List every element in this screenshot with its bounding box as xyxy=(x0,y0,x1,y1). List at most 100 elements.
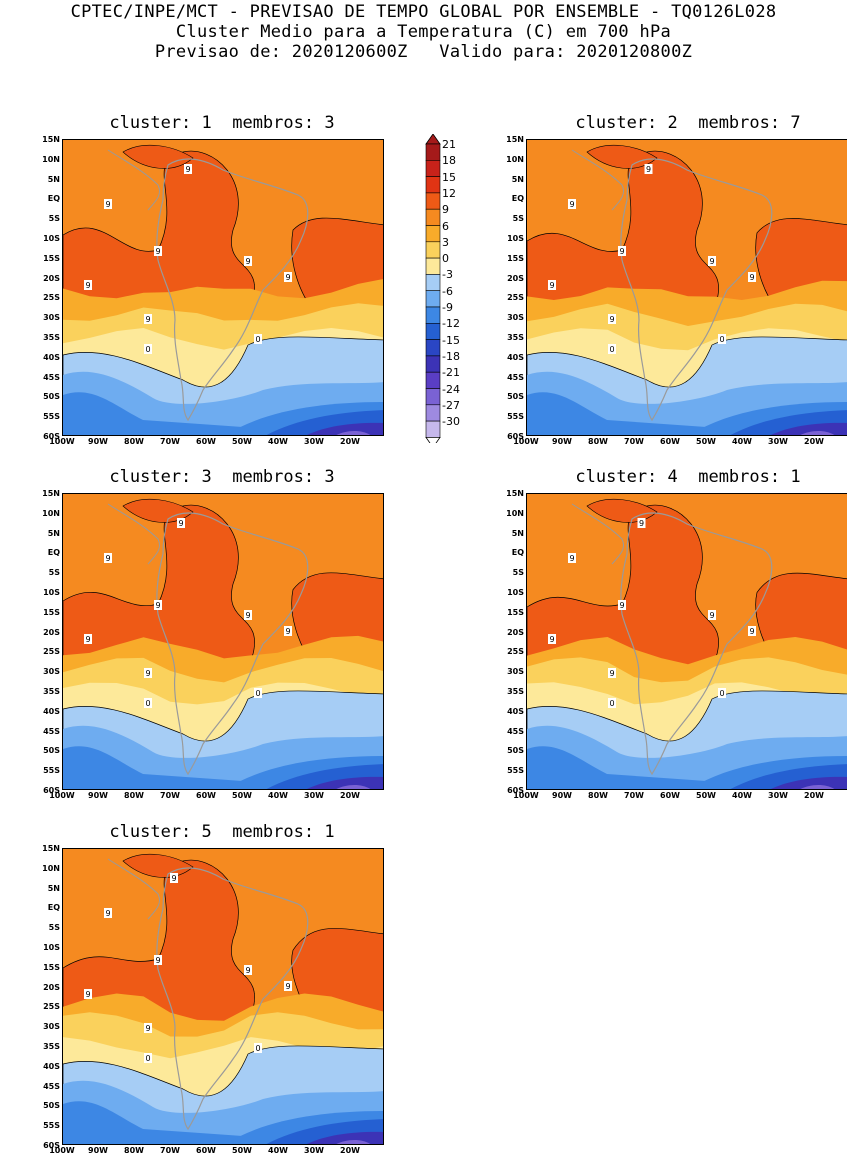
colorbar-label: -18 xyxy=(442,349,460,363)
lat-label: 50S xyxy=(43,392,60,402)
header-line-2: Cluster Medio para a Temperatura (C) em … xyxy=(175,22,672,42)
continent-outline xyxy=(156,158,309,422)
contour-label-0-b: 0 xyxy=(145,345,150,354)
contour-label-9-a-box xyxy=(637,518,646,528)
colorbar-segment xyxy=(425,225,441,243)
lat-label: 15N xyxy=(42,135,60,144)
temperature-field: 9 9 9 9 9 9 9 0 0 xyxy=(63,494,383,789)
colorbar-label: -9 xyxy=(442,301,453,314)
temperature-field: 9 9 9 9 9 9 9 0 0 xyxy=(527,494,847,789)
colorbar-segment xyxy=(425,355,441,373)
lat-label: 10N xyxy=(42,863,60,873)
band-minus24 xyxy=(800,431,835,435)
contour-label-9-d-box xyxy=(244,965,252,975)
lon-label: 30W xyxy=(768,437,788,446)
contour-label-9-c: 9 xyxy=(619,247,624,256)
continent-outline xyxy=(156,867,309,1131)
lon-label: 60W xyxy=(660,791,680,800)
lon-label: 40W xyxy=(268,437,288,446)
contour-label-9-g-box xyxy=(608,668,616,678)
continent-outline xyxy=(620,512,773,776)
lat-label: 10N xyxy=(506,154,524,164)
contour-label-9-g-box xyxy=(608,314,616,324)
lat-label: 5S xyxy=(512,568,524,578)
contour-label-9-e-box xyxy=(284,626,292,636)
contour-label-9-d: 9 xyxy=(709,257,714,266)
map-panel-cluster-1: 9 9 9 9 9 9 9 0 0 xyxy=(62,139,384,436)
contour-label-0-b: 0 xyxy=(145,1054,150,1063)
lat-label: 60S xyxy=(507,432,524,441)
contour-label-9-f-box xyxy=(84,634,92,644)
colorbar-label: -21 xyxy=(442,366,460,380)
contour-label-9-e: 9 xyxy=(285,273,290,282)
contour-label-9-c: 9 xyxy=(155,956,160,965)
lon-label: 50W xyxy=(232,791,252,800)
contour-label-0-a-box xyxy=(254,688,262,698)
contour-label-9-b-box xyxy=(104,199,112,209)
colorbar-segment xyxy=(425,371,441,389)
contour-label-9-b: 9 xyxy=(105,554,110,563)
continent-outline xyxy=(156,512,309,776)
band-minus18 xyxy=(771,776,847,789)
lat-label: 35S xyxy=(507,687,524,696)
contour-label-9-e-box xyxy=(748,272,756,282)
panel-title: cluster: 3 membros: 3 xyxy=(109,467,335,487)
lat-label: 40S xyxy=(507,352,524,362)
lon-label: 40W xyxy=(732,437,752,446)
lon-label: 20W xyxy=(804,437,824,446)
contour-label-0-a-box xyxy=(718,334,726,344)
contour-label-9-b: 9 xyxy=(569,200,574,209)
contour-label-9-a: 9 xyxy=(178,519,183,528)
lon-label: 90W xyxy=(88,437,108,446)
contour-label-9-b-box xyxy=(104,553,112,563)
lat-label: 20S xyxy=(43,627,60,637)
lat-label: 60S xyxy=(507,786,524,795)
lat-label: EQ xyxy=(47,548,60,558)
lon-label: 30W xyxy=(768,791,788,800)
lon-label: 40W xyxy=(268,1146,288,1155)
lon-label: 60W xyxy=(196,1146,216,1155)
lat-label: 30S xyxy=(507,313,524,323)
lat-label: 30S xyxy=(43,313,60,323)
lat-label: 15S xyxy=(507,607,524,617)
contour-label-9-d: 9 xyxy=(245,611,250,620)
contour-label-0-a-box xyxy=(254,334,262,344)
lon-label: 70W xyxy=(160,437,180,446)
lat-label: 5N xyxy=(511,174,524,184)
contour-label-9-d: 9 xyxy=(245,966,250,975)
lat-label: 50S xyxy=(43,1101,60,1111)
lon-label: 70W xyxy=(624,791,644,800)
lon-label: 90W xyxy=(88,791,108,800)
contour-label-9-c-box xyxy=(154,600,162,610)
lat-label: 25S xyxy=(43,647,60,657)
band-minus9-west xyxy=(63,392,357,435)
lat-label: 5S xyxy=(48,214,60,224)
lat-label: 20S xyxy=(43,273,60,283)
lon-label: 80W xyxy=(588,791,608,800)
band-minus24 xyxy=(800,785,835,789)
contour-label-9-d-box xyxy=(244,610,252,620)
temperature-field: 9 9 9 9 9 9 9 0 0 xyxy=(63,140,383,435)
lon-label: 100W xyxy=(513,791,539,800)
colorbar-label: 18 xyxy=(442,154,456,168)
lat-label: 5N xyxy=(511,528,524,538)
lat-label: 50S xyxy=(507,746,524,756)
contour-label-0-b: 0 xyxy=(609,345,614,354)
lat-label: 5N xyxy=(47,883,60,893)
contour-label-9-f: 9 xyxy=(549,281,554,290)
lat-label: 35S xyxy=(43,333,60,342)
lat-label: EQ xyxy=(511,194,524,204)
contour-label-0-b: 0 xyxy=(145,699,150,708)
colorbar-segment xyxy=(425,208,441,226)
contour-label-0-a: 0 xyxy=(255,1044,260,1053)
lon-label: 70W xyxy=(160,1146,180,1155)
contour-label-9-c: 9 xyxy=(619,601,624,610)
contour-label-9-b: 9 xyxy=(569,554,574,563)
temperature-field: 9 9 9 9 9 9 9 0 0 xyxy=(527,140,847,435)
contour-label-9-g-box xyxy=(144,314,152,324)
warm-core-north xyxy=(122,498,194,523)
colorbar-segment xyxy=(425,257,441,275)
contour-label-0-a-box xyxy=(254,1043,262,1053)
colorbar-segment xyxy=(425,339,441,357)
contour-label-0-b-box xyxy=(608,698,616,708)
